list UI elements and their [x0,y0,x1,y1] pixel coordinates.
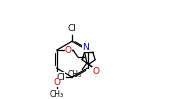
Text: N: N [82,43,88,51]
Text: CH₃: CH₃ [49,90,64,99]
Text: O: O [92,67,99,76]
Text: CH₃: CH₃ [68,70,82,79]
Text: O: O [53,78,60,87]
Text: O: O [65,46,72,55]
Text: Cl: Cl [56,73,65,82]
Text: Cl: Cl [68,24,77,33]
